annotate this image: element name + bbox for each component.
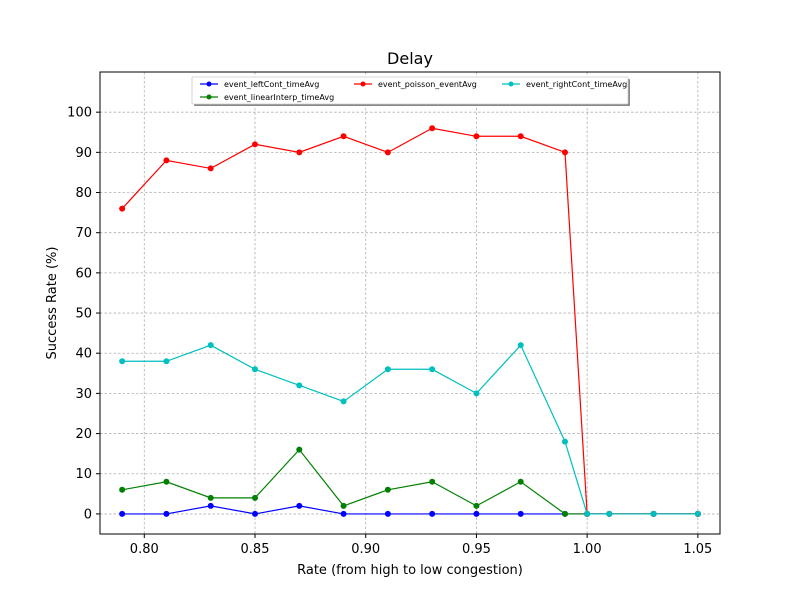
data-point (163, 510, 170, 517)
data-point (340, 510, 347, 517)
data-point (429, 125, 436, 132)
data-point (517, 478, 524, 485)
y-tick-label: 10 (75, 467, 92, 482)
legend-marker (206, 94, 212, 100)
data-point (429, 478, 436, 485)
data-point (252, 141, 258, 148)
data-point (119, 205, 126, 212)
data-point (562, 149, 568, 156)
y-tick-label: 70 (75, 226, 92, 241)
y-tick-label: 80 (75, 186, 92, 201)
data-point (207, 342, 214, 349)
data-point (694, 510, 701, 517)
data-point (562, 510, 568, 517)
data-point (296, 382, 303, 389)
legend-entry: event_poisson_eventAvg (354, 80, 477, 89)
data-point (163, 157, 170, 164)
data-point (473, 390, 480, 397)
x-tick-label: 0.95 (462, 542, 491, 557)
x-tick-label: 1.00 (573, 542, 602, 557)
y-tick-label: 50 (75, 307, 92, 322)
legend-marker (206, 81, 212, 87)
plot-frame (99, 71, 721, 535)
y-tick-label: 100 (67, 106, 92, 121)
legend-entry: event_leftCont_timeAvg (200, 80, 319, 89)
data-point (296, 446, 303, 453)
data-point (384, 486, 391, 493)
y-tick-label: 60 (75, 266, 92, 281)
legend-label: event_poisson_eventAvg (378, 80, 477, 89)
y-tick-label: 30 (75, 387, 92, 402)
data-point (606, 510, 613, 517)
data-point (473, 133, 480, 140)
data-point (252, 510, 258, 517)
chart-title: Delay (387, 49, 433, 68)
y-axis-label: Success Rate (%) (45, 247, 60, 360)
y-tick-label: 20 (75, 427, 92, 442)
data-point (650, 510, 657, 517)
x-axis-label: Rate (from high to low congestion) (297, 563, 523, 578)
x-tick-label: 1.05 (683, 542, 712, 557)
data-point (340, 398, 347, 405)
legend-marker (360, 81, 366, 87)
y-tick-label: 40 (75, 347, 92, 362)
data-point (562, 438, 568, 445)
data-point (296, 149, 303, 156)
series-layer (119, 125, 701, 517)
x-tick-label: 0.85 (241, 542, 270, 557)
data-point (119, 358, 126, 365)
data-point (384, 366, 391, 373)
data-point (517, 510, 524, 517)
y-tick-label: 90 (75, 146, 92, 161)
x-axis: 0.80 0.85 0.90 0.95 1.00 1.05 (130, 534, 712, 557)
legend-entry: event_linearInterp_timeAvg (200, 93, 334, 102)
data-point (296, 502, 303, 509)
data-point (384, 149, 391, 156)
data-point (473, 502, 480, 509)
data-point (207, 165, 214, 172)
data-point (119, 510, 126, 517)
data-point (340, 133, 347, 140)
series-3 (119, 342, 701, 517)
legend-marker (508, 81, 514, 87)
data-point (207, 494, 214, 501)
legend: event_leftCont_timeAvg event_linearInterp… (191, 76, 630, 106)
legend-label: event_rightCont_timeAvg (526, 80, 627, 89)
data-point (163, 478, 170, 485)
legend-entry: event_rightCont_timeAvg (502, 80, 627, 89)
data-point (517, 342, 524, 349)
x-tick-label: 0.90 (351, 542, 380, 557)
legend-label: event_linearInterp_timeAvg (224, 93, 334, 102)
data-point (207, 502, 214, 509)
data-point (429, 366, 436, 373)
data-point (384, 510, 391, 517)
data-point (517, 133, 524, 140)
grid (100, 72, 720, 534)
data-point (252, 494, 258, 501)
y-tick-label: 0 (84, 507, 92, 522)
data-point (429, 510, 436, 517)
x-tick-label: 0.80 (130, 542, 159, 557)
data-point (584, 510, 591, 517)
data-point (119, 486, 126, 493)
data-point (473, 510, 480, 517)
y-axis: 0 10 20 30 40 50 60 70 80 90 100 (67, 106, 100, 522)
data-point (252, 366, 258, 373)
legend-label: event_leftCont_timeAvg (224, 80, 319, 89)
data-point (163, 358, 170, 365)
data-point (340, 502, 347, 509)
